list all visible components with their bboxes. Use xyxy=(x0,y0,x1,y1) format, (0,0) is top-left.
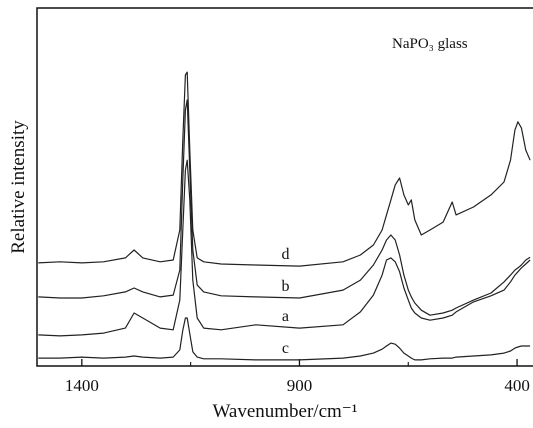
spectrum-line xyxy=(38,159,531,337)
curve-label: c xyxy=(282,340,289,357)
x-tick-label: 1400 xyxy=(65,376,99,395)
spectrum-line xyxy=(38,317,531,361)
curve-label: a xyxy=(282,308,289,325)
y-axis-label: Relative intensity xyxy=(8,120,29,254)
x-axis-label: Wavenumber/cm⁻¹ xyxy=(212,401,357,422)
annotation: NaPO₃ glass xyxy=(392,36,468,52)
curve-label: d xyxy=(281,246,289,263)
plot-frame xyxy=(36,7,533,367)
x-tick-label: 900 xyxy=(287,376,313,395)
curve-label: b xyxy=(281,278,289,295)
x-tick-label: 400 xyxy=(504,376,530,395)
spectrum-line xyxy=(38,99,531,316)
spectrum-line xyxy=(38,71,531,267)
